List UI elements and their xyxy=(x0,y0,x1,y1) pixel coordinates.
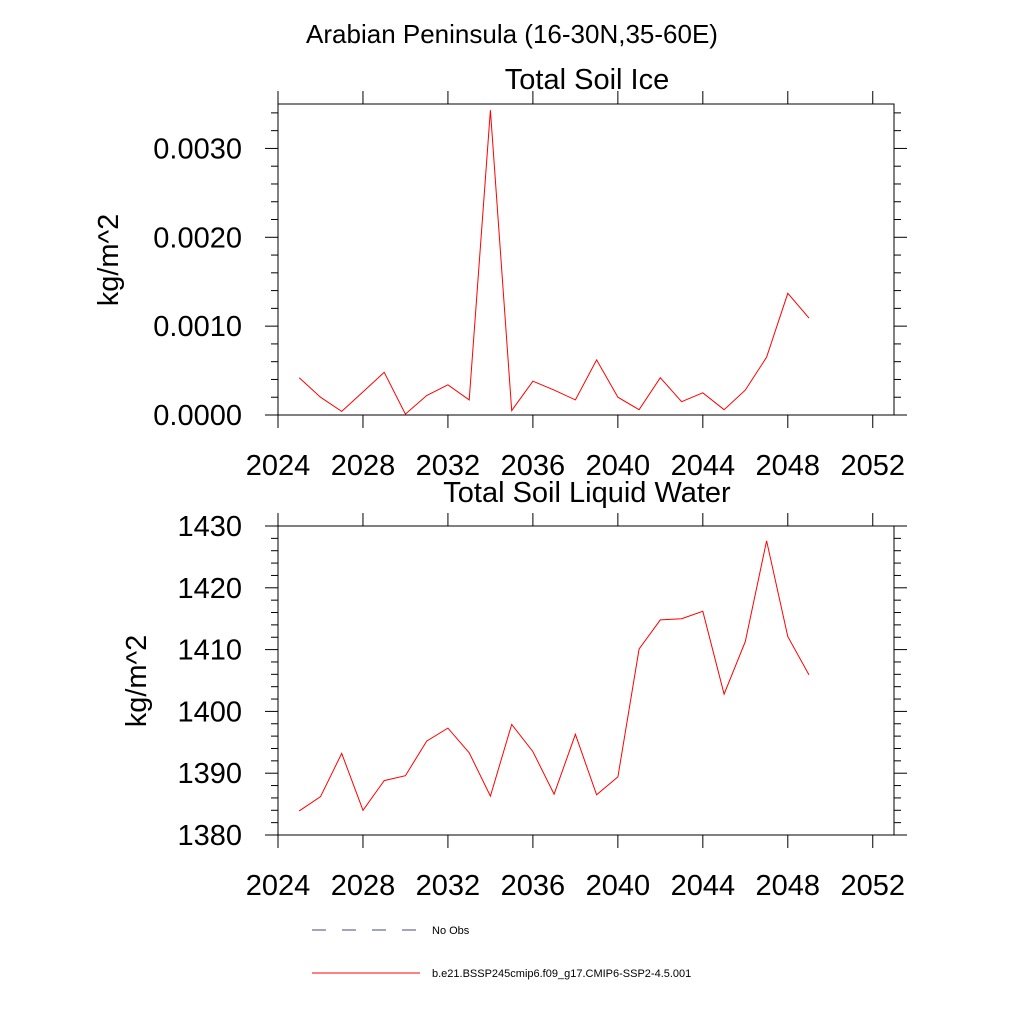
tick-labels-soil-liquid-water: 2024 2028 2032 2036 2040 2044 2048 2052 1380 1390… xyxy=(177,511,905,902)
plot-frame-soil-liquid-water xyxy=(277,525,895,836)
ticks-soil-ice xyxy=(265,91,907,428)
legend-entry-model-run: b.e21.BSSP245cmip6.f09_g17.CMIP6-SSP2-4.… xyxy=(312,968,691,980)
series-line xyxy=(298,110,810,415)
y-tick-label: 1380 xyxy=(177,820,242,852)
legend-entry-no-obs: No Obs xyxy=(312,925,470,937)
x-tick-label: 2044 xyxy=(671,450,736,482)
y-tick-label: 1390 xyxy=(177,758,242,790)
ticks-soil-liquid-water xyxy=(265,513,907,848)
x-tick-label: 2052 xyxy=(841,450,906,482)
panel-title-soil-liquid-water: Total Soil Liquid Water xyxy=(443,477,731,509)
y-tick-label: 1410 xyxy=(177,635,242,667)
legend-label-no-obs: No Obs xyxy=(432,925,470,937)
legend-label-model-run: b.e21.BSSP245cmip6.f09_g17.CMIP6-SSP2-4.… xyxy=(432,968,691,980)
x-tick-label: 2052 xyxy=(841,870,906,902)
plot-frame-soil-ice xyxy=(277,103,895,416)
tick-labels-soil-ice: 2024 2028 2032 2036 2040 2044 2048 2052 0.0000 0.… xyxy=(153,133,905,482)
x-tick-label: 2032 xyxy=(416,870,481,902)
x-tick-label: 2036 xyxy=(501,870,566,902)
x-tick-label: 2032 xyxy=(416,450,481,482)
x-tick-label: 2028 xyxy=(331,450,396,482)
y-tick-label: 0.0030 xyxy=(153,133,242,165)
x-tick-label: 2024 xyxy=(246,870,311,902)
y-tick-label: 1430 xyxy=(177,511,242,543)
panel-soil-liquid-water: Total Soil Liquid Water kg/m^2 2024 2028 2… xyxy=(121,477,907,902)
y-axis-label-soil-ice: kg/m^2 xyxy=(93,214,125,307)
x-tick-label: 2040 xyxy=(586,870,651,902)
x-tick-label: 2044 xyxy=(671,870,736,902)
y-tick-label: 0.0000 xyxy=(153,400,242,432)
y-axis-label-soil-liquid-water: kg/m^2 xyxy=(121,635,153,728)
y-tick-label: 0.0010 xyxy=(153,311,242,343)
series-line xyxy=(298,540,810,812)
panel-title-soil-ice: Total Soil Ice xyxy=(505,64,669,96)
plot-area-soil-liquid-water xyxy=(298,540,810,812)
legend: No Obs b.e21.BSSP245cmip6.f09_g17.CMIP6-… xyxy=(312,925,691,980)
x-tick-label: 2048 xyxy=(756,870,821,902)
figure-title: Arabian Peninsula (16-30N,35-60E) xyxy=(306,19,718,49)
y-tick-label: 0.0020 xyxy=(153,222,242,254)
x-tick-label: 2040 xyxy=(586,450,651,482)
x-tick-label: 2048 xyxy=(756,450,821,482)
y-tick-label: 1420 xyxy=(177,573,242,605)
x-tick-label: 2028 xyxy=(331,870,396,902)
panel-soil-ice: Total Soil Ice kg/m^2 2024 2028 2032 2036 20… xyxy=(93,64,907,482)
y-tick-label: 1400 xyxy=(177,696,242,728)
plot-area-soil-ice xyxy=(298,110,810,415)
x-tick-label: 2036 xyxy=(501,450,566,482)
x-tick-label: 2024 xyxy=(246,450,311,482)
